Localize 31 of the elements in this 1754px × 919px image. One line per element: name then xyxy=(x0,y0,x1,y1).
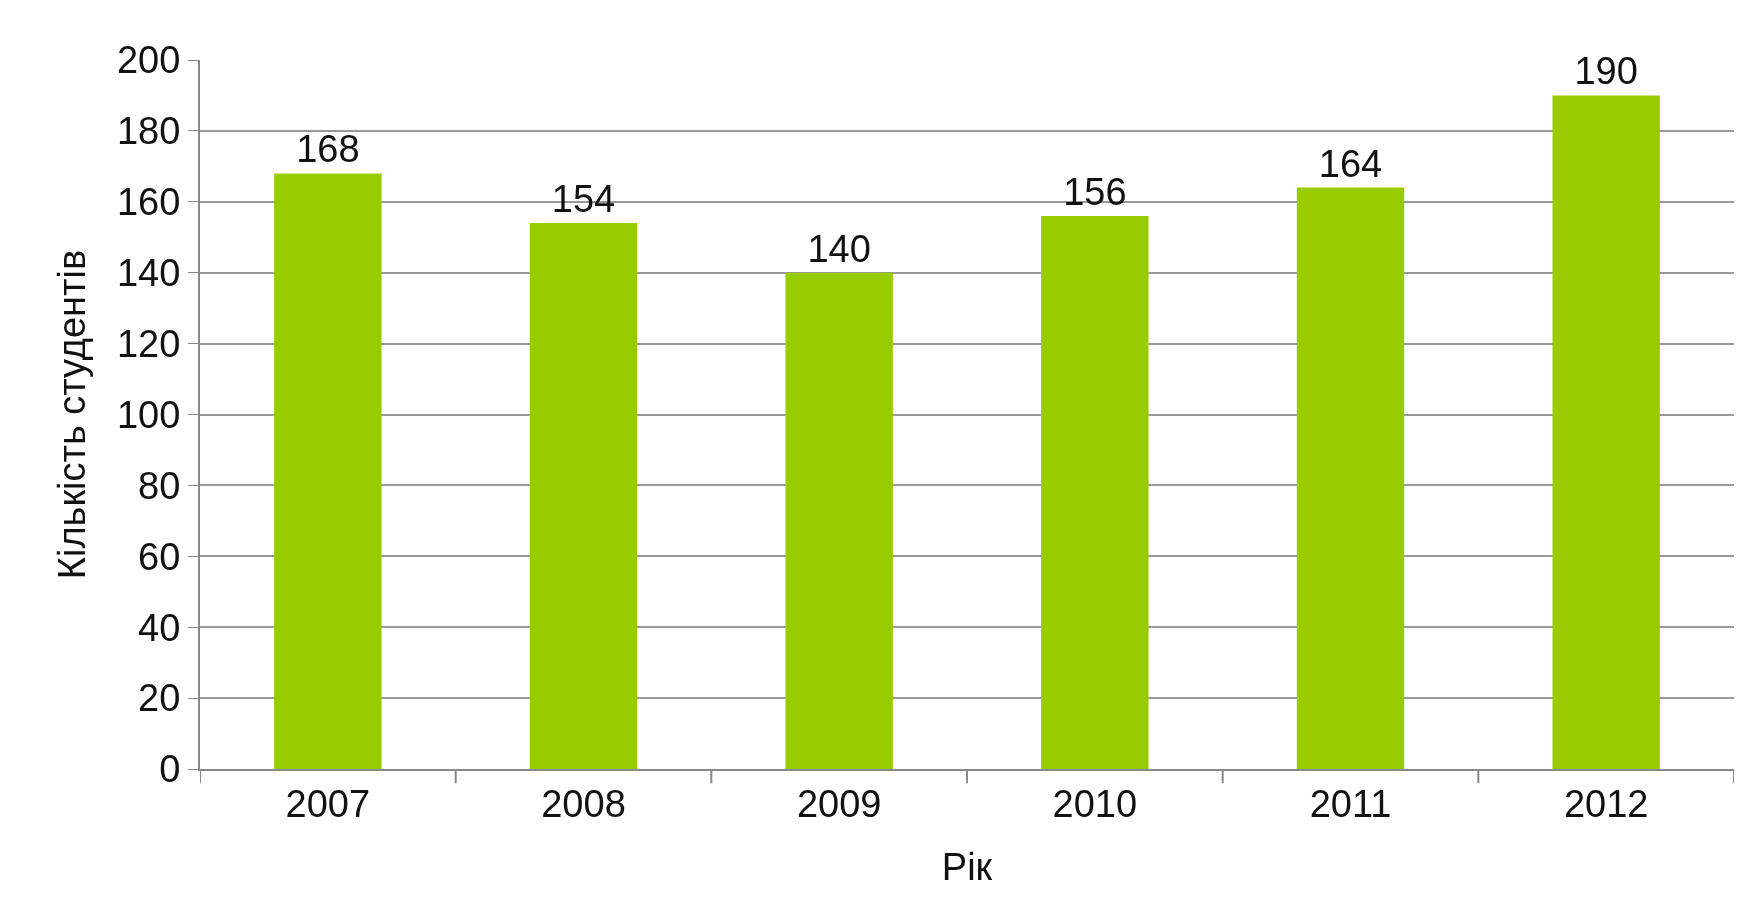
bar xyxy=(274,173,382,769)
data-label: 190 xyxy=(1574,50,1638,93)
data-label: 154 xyxy=(551,178,616,221)
y-tick-label: 20 xyxy=(138,677,181,720)
y-tick-label: 0 xyxy=(159,748,181,791)
data-label: 168 xyxy=(296,128,360,171)
x-tick-label: 2012 xyxy=(1563,782,1649,825)
bar xyxy=(1296,187,1405,769)
bar xyxy=(1552,95,1660,769)
y-tick-label: 200 xyxy=(116,39,181,82)
x-tick-label: 2011 xyxy=(1309,782,1392,825)
y-tick-label: 120 xyxy=(116,322,181,365)
data-label: 156 xyxy=(1063,170,1127,213)
y-tick-label: 40 xyxy=(138,606,181,649)
bar xyxy=(1041,215,1149,769)
y-tick-label: 80 xyxy=(138,464,181,507)
bar xyxy=(785,272,893,769)
data-label: 140 xyxy=(807,227,871,270)
x-axis-title: Рік xyxy=(941,846,993,889)
x-tick-label: 2009 xyxy=(796,782,882,825)
y-tick-label: 60 xyxy=(138,535,181,578)
bar xyxy=(529,223,638,769)
y-tick-label: 160 xyxy=(116,181,181,224)
data-label: 164 xyxy=(1318,142,1383,185)
y-tick-label: 180 xyxy=(116,110,181,153)
x-tick-label: 2010 xyxy=(1052,782,1138,825)
x-tick-label: 2008 xyxy=(541,782,626,825)
y-axis-title: Кількість студентів xyxy=(50,249,93,580)
y-tick-label: 140 xyxy=(116,252,181,294)
y-tick-label: 100 xyxy=(116,393,181,436)
x-tick-label: 2007 xyxy=(285,782,371,825)
